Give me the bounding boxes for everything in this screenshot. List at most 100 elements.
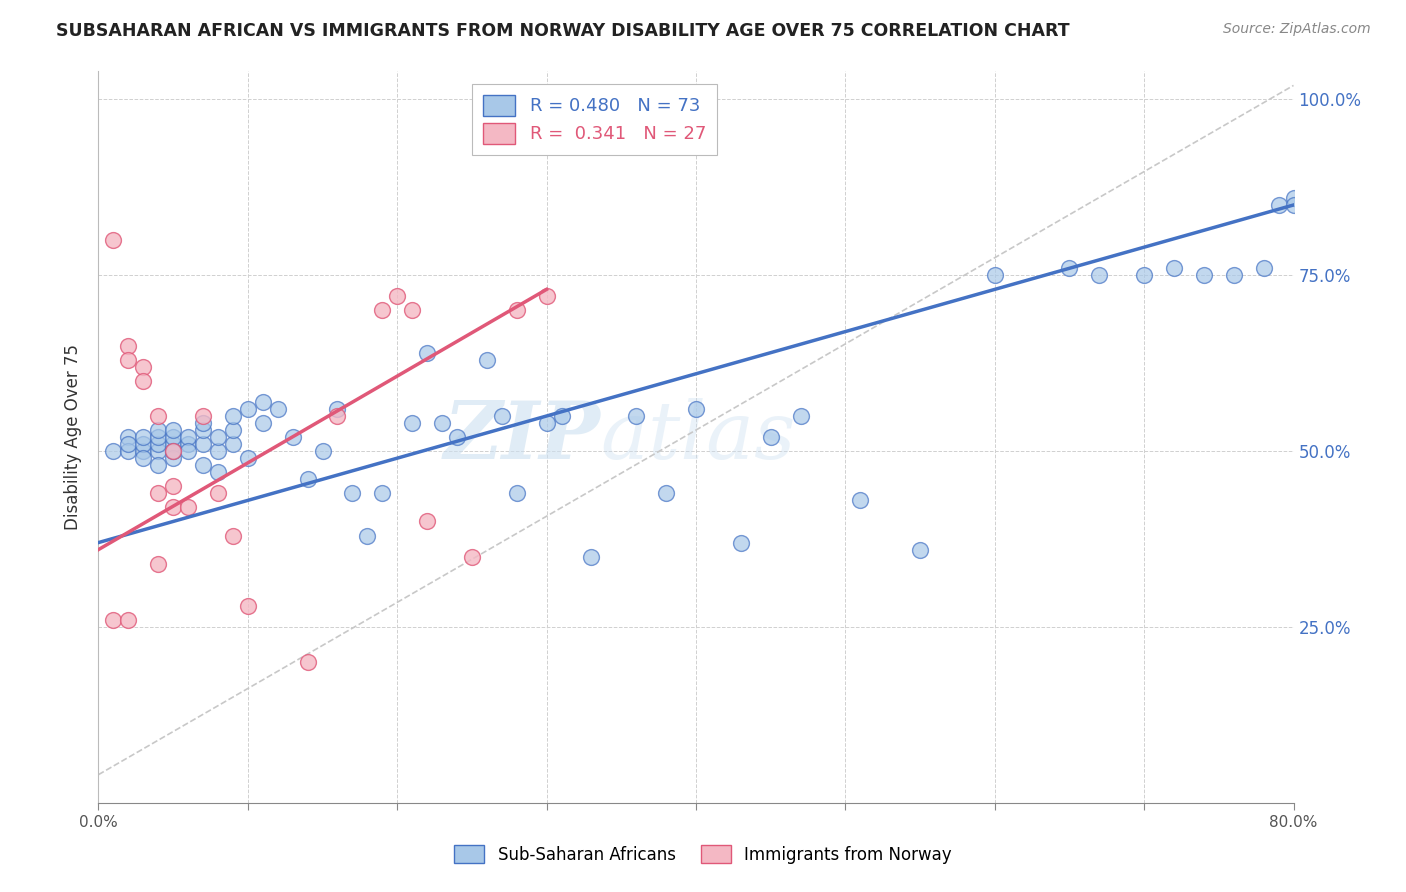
- Point: [984, 268, 1007, 283]
- Point: [401, 303, 423, 318]
- Y-axis label: Disability Age Over 75: Disability Age Over 75: [65, 344, 83, 530]
- Point: [222, 423, 245, 437]
- Point: [655, 486, 678, 500]
- Point: [117, 339, 139, 353]
- Point: [267, 401, 290, 416]
- Point: [236, 451, 259, 466]
- Point: [297, 655, 319, 669]
- Point: [371, 486, 394, 500]
- Point: [191, 423, 214, 437]
- Text: Source: ZipAtlas.com: Source: ZipAtlas.com: [1223, 22, 1371, 37]
- Point: [461, 549, 484, 564]
- Point: [162, 444, 184, 458]
- Point: [148, 486, 170, 500]
- Point: [626, 409, 648, 423]
- Point: [148, 437, 170, 451]
- Point: [326, 401, 349, 416]
- Text: SUBSAHARAN AFRICAN VS IMMIGRANTS FROM NORWAY DISABILITY AGE OVER 75 CORRELATION : SUBSAHARAN AFRICAN VS IMMIGRANTS FROM NO…: [56, 22, 1070, 40]
- Point: [222, 528, 245, 542]
- Point: [1282, 191, 1305, 205]
- Point: [162, 500, 184, 515]
- Point: [475, 352, 498, 367]
- Point: [132, 359, 155, 374]
- Point: [117, 613, 139, 627]
- Point: [132, 437, 155, 451]
- Point: [132, 430, 155, 444]
- Point: [506, 486, 529, 500]
- Point: [191, 458, 214, 473]
- Point: [550, 409, 572, 423]
- Point: [297, 472, 319, 486]
- Point: [430, 416, 453, 430]
- Point: [207, 465, 229, 479]
- Point: [730, 535, 752, 549]
- Point: [103, 233, 125, 247]
- Point: [132, 444, 155, 458]
- Point: [252, 395, 274, 409]
- Point: [1133, 268, 1156, 283]
- Point: [162, 437, 184, 451]
- Point: [162, 444, 184, 458]
- Point: [1282, 198, 1305, 212]
- Point: [416, 515, 439, 529]
- Point: [281, 430, 304, 444]
- Point: [117, 444, 139, 458]
- Point: [177, 437, 200, 451]
- Point: [1088, 268, 1111, 283]
- Point: [162, 430, 184, 444]
- Point: [148, 444, 170, 458]
- Point: [103, 444, 125, 458]
- Point: [103, 613, 125, 627]
- Point: [908, 542, 931, 557]
- Point: [207, 444, 229, 458]
- Point: [685, 401, 707, 416]
- Point: [207, 430, 229, 444]
- Point: [311, 444, 333, 458]
- Point: [446, 430, 468, 444]
- Point: [222, 437, 245, 451]
- Point: [162, 479, 184, 493]
- Point: [1267, 198, 1289, 212]
- Point: [506, 303, 529, 318]
- Point: [849, 493, 872, 508]
- Point: [759, 430, 782, 444]
- Point: [162, 423, 184, 437]
- Point: [148, 430, 170, 444]
- Point: [1253, 261, 1275, 276]
- Point: [491, 409, 513, 423]
- Point: [148, 423, 170, 437]
- Point: [581, 549, 603, 564]
- Point: [385, 289, 409, 303]
- Point: [536, 416, 558, 430]
- Point: [252, 416, 274, 430]
- Point: [789, 409, 811, 423]
- Point: [342, 486, 364, 500]
- Point: [117, 352, 139, 367]
- Point: [1163, 261, 1185, 276]
- Point: [132, 374, 155, 388]
- Point: [117, 430, 139, 444]
- Legend: R = 0.480   N = 73, R =  0.341   N = 27: R = 0.480 N = 73, R = 0.341 N = 27: [472, 84, 717, 154]
- Point: [1059, 261, 1081, 276]
- Point: [191, 416, 214, 430]
- Legend: Sub-Saharan Africans, Immigrants from Norway: Sub-Saharan Africans, Immigrants from No…: [447, 838, 959, 871]
- Point: [536, 289, 558, 303]
- Point: [162, 444, 184, 458]
- Point: [401, 416, 423, 430]
- Point: [236, 599, 259, 613]
- Point: [356, 528, 378, 542]
- Point: [207, 486, 229, 500]
- Text: atlas: atlas: [600, 399, 796, 475]
- Point: [117, 437, 139, 451]
- Point: [177, 444, 200, 458]
- Point: [132, 451, 155, 466]
- Point: [416, 345, 439, 359]
- Point: [191, 409, 214, 423]
- Point: [177, 430, 200, 444]
- Point: [162, 451, 184, 466]
- Point: [1192, 268, 1215, 283]
- Point: [148, 458, 170, 473]
- Point: [191, 437, 214, 451]
- Point: [326, 409, 349, 423]
- Point: [148, 409, 170, 423]
